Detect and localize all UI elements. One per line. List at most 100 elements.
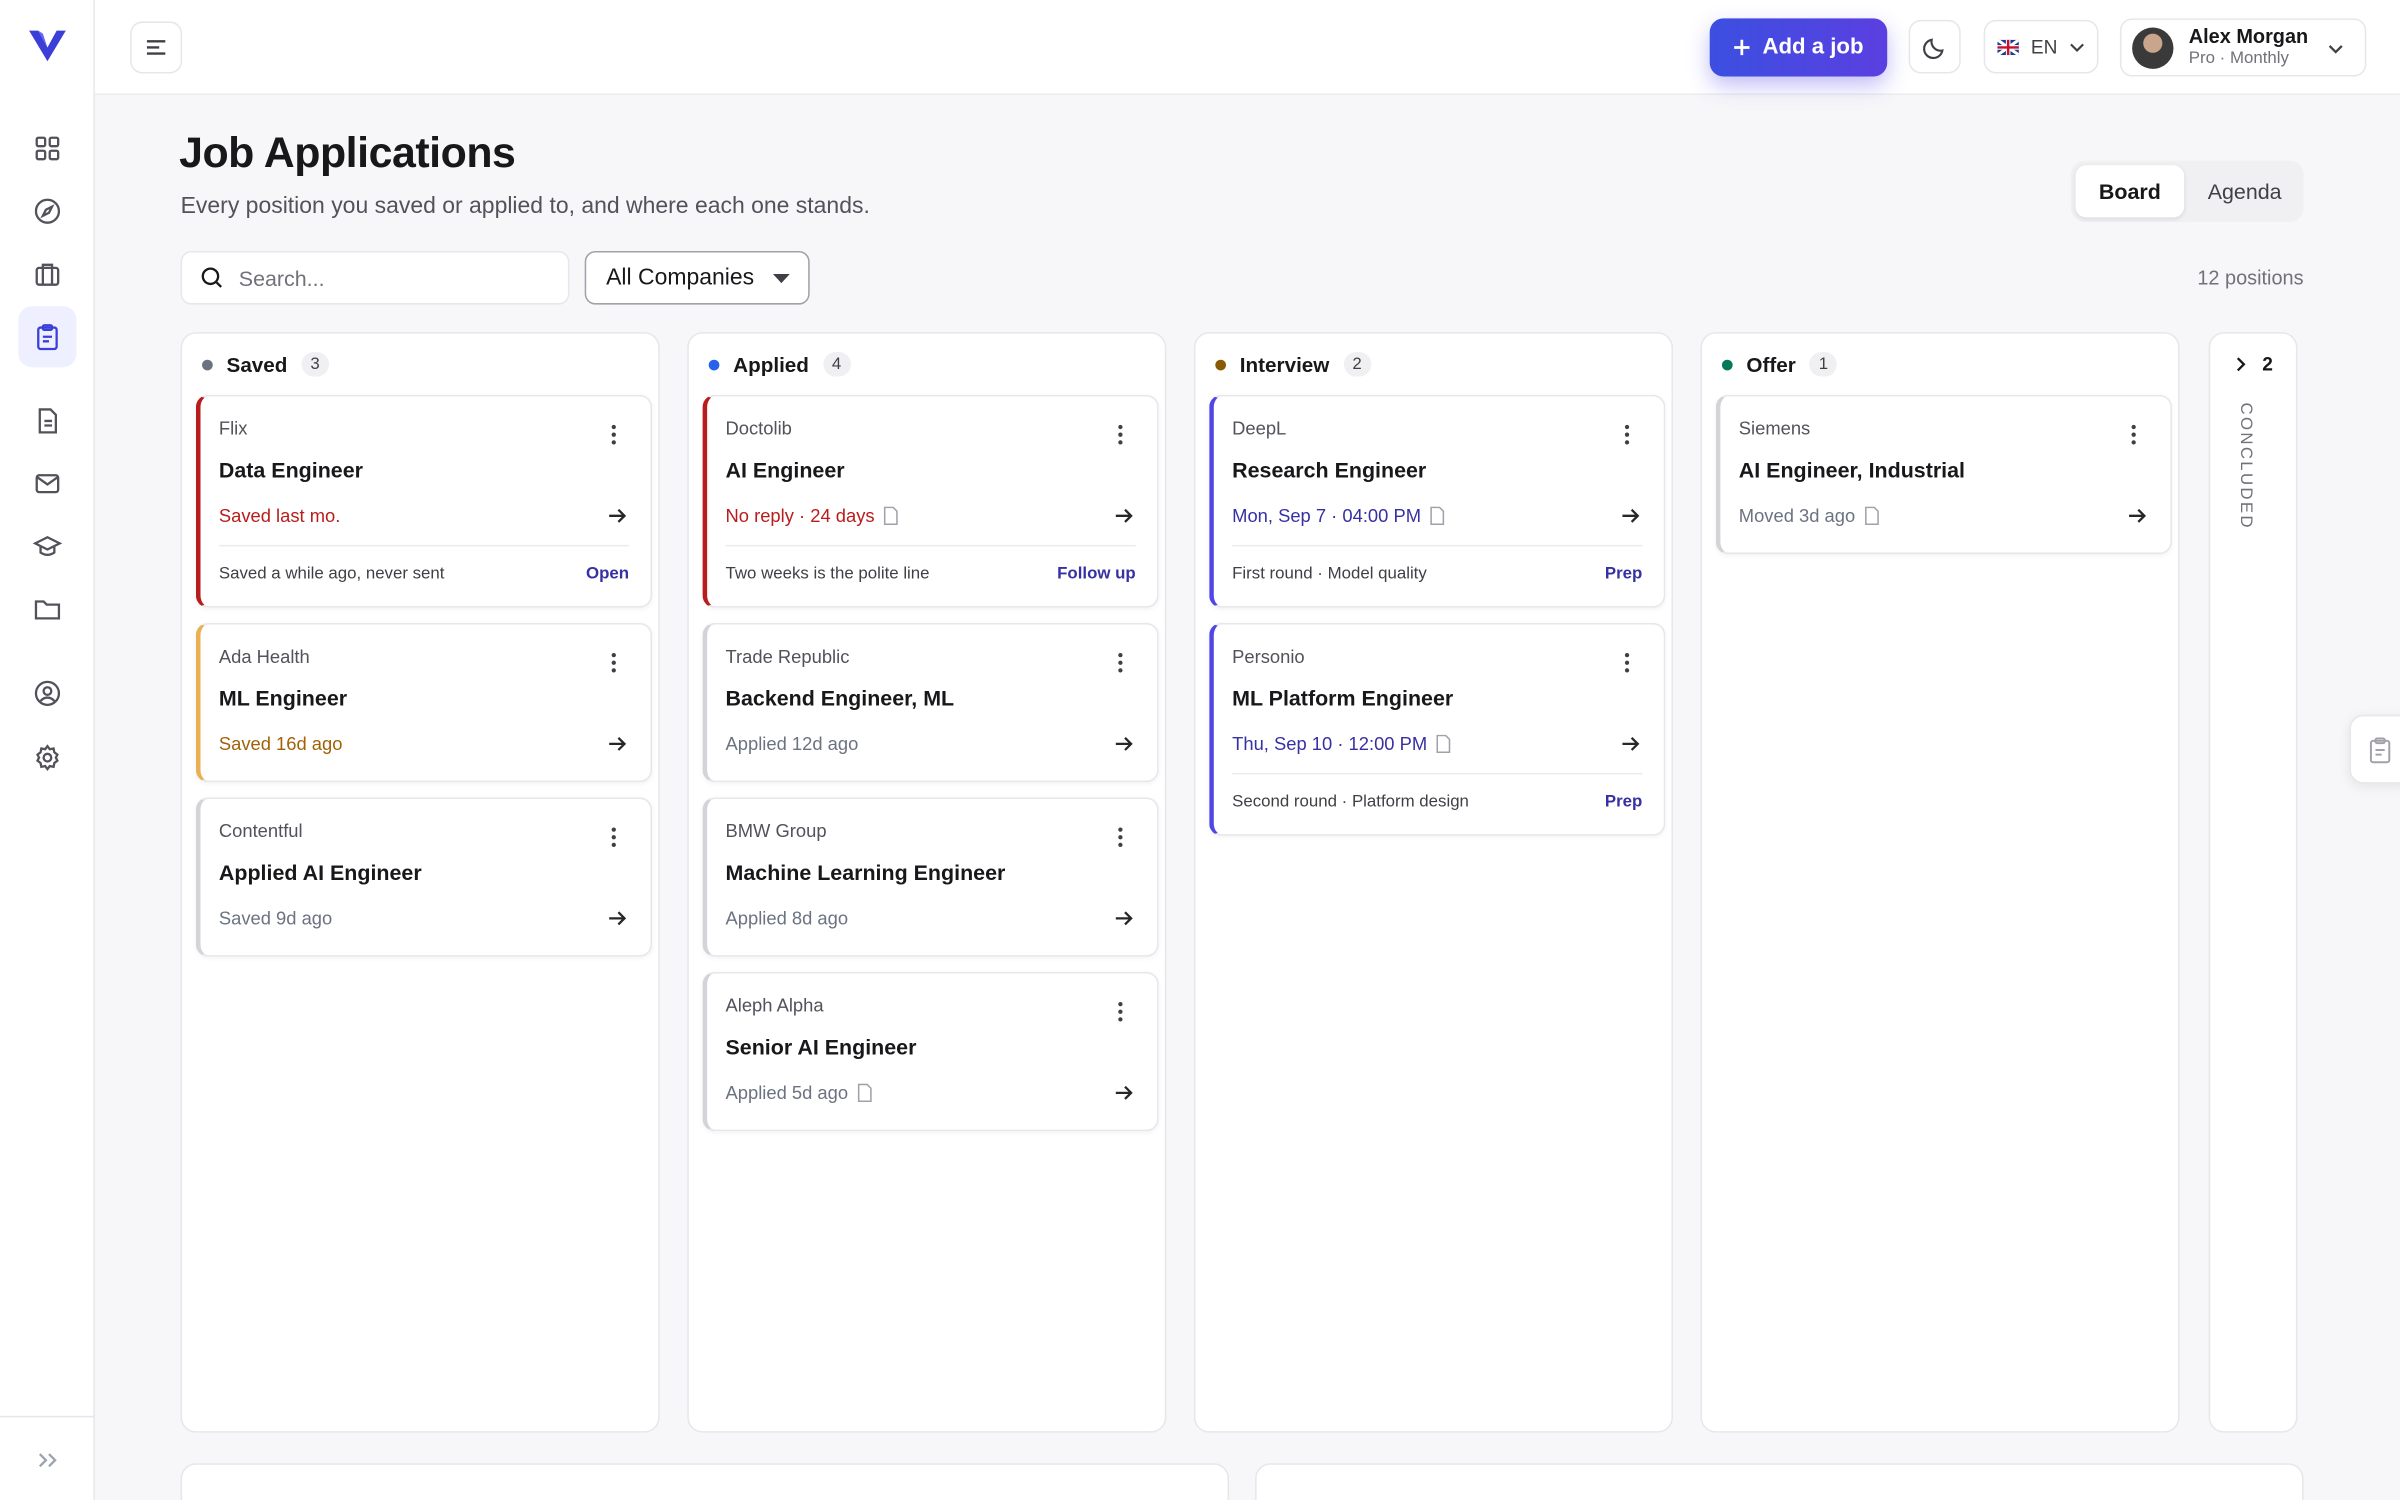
card-menu-part <box>611 652 616 658</box>
column-header: Saved 3 <box>202 351 329 379</box>
status-line: Saved 16d ago <box>219 733 343 754</box>
open-arrow-part <box>609 508 627 523</box>
open-arrow-part <box>609 736 627 751</box>
status-line: Saved 9d ago <box>219 908 332 929</box>
nav-profile[interactable] <box>32 678 63 709</box>
card-menu <box>611 827 617 848</box>
card-menu <box>1117 652 1123 673</box>
nav-applications[interactable] <box>32 321 63 352</box>
nav-learning[interactable] <box>32 531 63 562</box>
column-name: Offer <box>1746 352 1796 376</box>
card-menu-part <box>611 424 616 445</box>
column-header: Offer 1 <box>1721 351 1838 379</box>
open-arrow-part <box>1622 736 1640 751</box>
job-title: Applied AI Engineer <box>218 860 422 885</box>
nav-mail[interactable] <box>32 468 63 499</box>
card-action[interactable]: Prep <box>1604 792 1643 812</box>
open-arrow <box>1114 1084 1134 1102</box>
status-line: Moved 3d ago <box>1739 505 1880 527</box>
job-card[interactable]: DeepL Research Engineer Mon, Sep 7 · 04:00… <box>1209 394 1666 608</box>
position-count: 12 positions <box>2197 266 2304 290</box>
job-card[interactable]: Trade Republic Backend Engineer, ML Applie… <box>702 622 1159 783</box>
card-menu-part <box>1118 440 1123 445</box>
open-arrow-part <box>609 911 627 926</box>
divider <box>218 544 630 547</box>
nav-explore[interactable] <box>32 196 63 227</box>
card-menu-part <box>2131 424 2136 445</box>
company-name: Ada Health <box>218 645 310 668</box>
theme-toggle[interactable] <box>1908 19 1961 74</box>
concluded-count: 2 <box>2262 353 2273 375</box>
job-card[interactable]: Siemens AI Engineer, Industrial Moved 3d a… <box>1715 394 2172 555</box>
job-card[interactable]: Aleph Alpha Senior AI Engineer Applied 5d … <box>702 971 1159 1132</box>
nav-documents[interactable] <box>32 406 63 437</box>
job-card[interactable]: Flix Data Engineer Saved last mo. Saved a w… <box>195 394 653 608</box>
company-filter[interactable]: All Companies <box>584 251 810 305</box>
job-card[interactable]: Ada Health ML Engineer Saved 16d ago <box>195 622 653 783</box>
document-icon <box>1864 506 1879 525</box>
card-action[interactable]: Follow up <box>1057 564 1136 584</box>
card-menu-part <box>2131 432 2136 437</box>
status-dot <box>708 358 720 370</box>
status-text: No reply · 24 days <box>725 505 875 527</box>
open-arrow-part <box>609 911 627 926</box>
view-option[interactable]: Board <box>2075 165 2185 218</box>
open-arrow <box>1114 735 1134 753</box>
card-menu <box>1117 1001 1123 1022</box>
card-menu-part <box>1118 424 1123 430</box>
open-arrow-part <box>2129 508 2147 523</box>
concluded-label: CONCLUDED <box>2236 402 2255 530</box>
nav-jobs[interactable] <box>32 259 63 290</box>
clipboard-icon <box>2369 736 2391 763</box>
user-menu[interactable]: Alex Morgan Pro · Monthly <box>2119 18 2367 77</box>
column-name: Interview <box>1239 352 1330 376</box>
job-title: Machine Learning Engineer <box>725 860 1006 885</box>
open-arrow-part <box>1115 911 1133 926</box>
language-select[interactable]: EN <box>1983 19 2099 74</box>
user-info: Alex Morgan Pro · Monthly <box>2189 25 2308 68</box>
menu-icon <box>146 40 166 55</box>
card-menu-part <box>611 827 616 832</box>
status-dot <box>1721 358 1733 370</box>
search-box[interactable]: Search... <box>180 251 570 305</box>
chevron-icon <box>2328 45 2343 54</box>
status-line: No reply · 24 days <box>725 505 900 527</box>
chevron-icon <box>2070 42 2085 52</box>
job-card[interactable]: BMW Group Machine Learning Engineer Applie… <box>702 797 1159 957</box>
job-card[interactable]: Personio ML Platform Engineer Thu, Sep 10 … <box>1209 622 1666 836</box>
card-action[interactable]: Prep <box>1604 564 1643 584</box>
expand-sidebar[interactable] <box>32 1445 63 1476</box>
nav-folders[interactable] <box>32 594 63 625</box>
card-menu <box>1624 424 1630 445</box>
card-note: Saved a while ago, never sent <box>218 564 445 584</box>
card-menu-part <box>1118 1009 1123 1014</box>
job-title: Data Engineer <box>218 457 363 483</box>
view-option[interactable]: Agenda <box>2207 179 2282 204</box>
job-card[interactable]: Contentful Applied AI Engineer Saved 9d ag… <box>195 797 653 957</box>
card-menu-part <box>611 660 616 665</box>
nav-settings[interactable] <box>32 742 63 773</box>
concluded-column[interactable]: 2 CONCLUDED <box>2208 332 2298 1433</box>
job-card[interactable]: Doctolib AI Engineer No reply · 24 days Two… <box>702 394 1159 608</box>
open-arrow <box>608 735 628 753</box>
add-job-button[interactable]: Add a job <box>1709 18 1888 77</box>
document-icon-part <box>1865 506 1879 525</box>
nav-dashboard[interactable] <box>32 133 63 164</box>
search-icon <box>201 267 222 288</box>
card-menu-part <box>1118 1017 1123 1022</box>
open-arrow <box>608 507 628 525</box>
side-tab[interactable] <box>2349 714 2400 784</box>
open-arrow-part <box>1115 508 1133 523</box>
open-arrow-part <box>609 736 627 751</box>
card-action[interactable]: Open <box>586 564 630 584</box>
view-toggle: Board Agenda <box>2070 160 2304 222</box>
status-line: Applied 5d ago <box>726 1082 873 1104</box>
moon-icon <box>1923 37 1944 59</box>
kanban-column: Applied 4 Doctolib AI Engineer No reply · 24… <box>687 332 1167 1433</box>
job-title: ML Platform Engineer <box>1232 685 1454 711</box>
card-menu-part <box>1624 432 1630 437</box>
card-menu-part <box>611 424 616 430</box>
menu-button[interactable] <box>130 21 183 74</box>
logo[interactable] <box>28 28 68 65</box>
